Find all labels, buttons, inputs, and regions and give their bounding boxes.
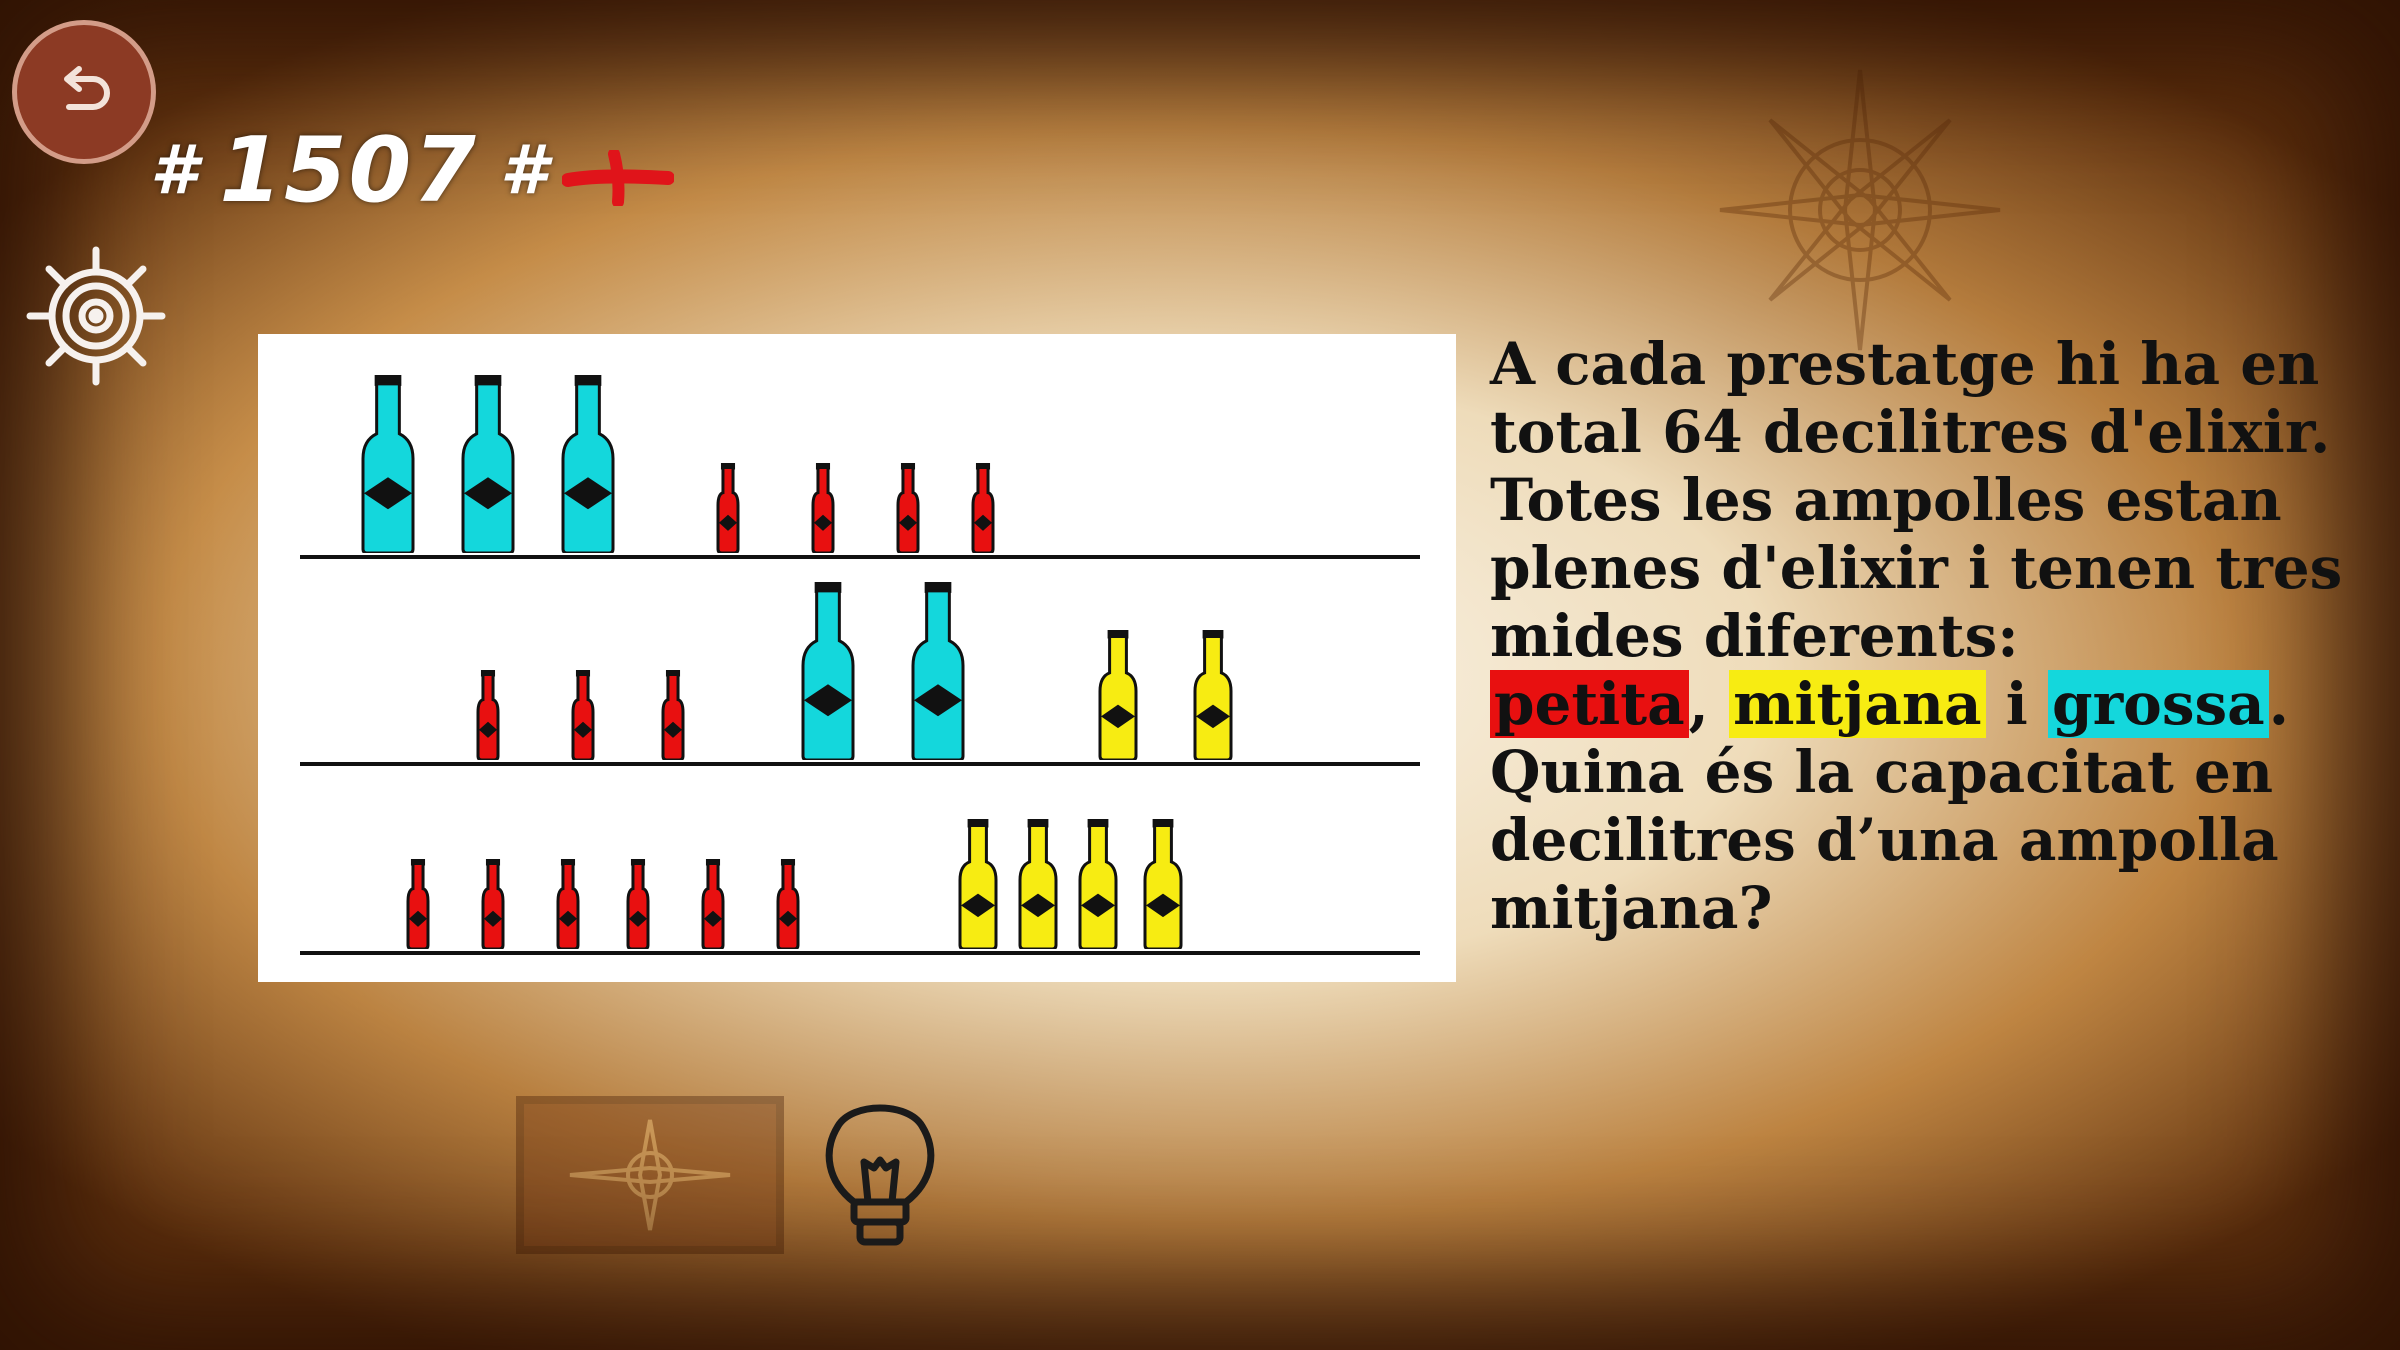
small-bottle <box>571 670 595 764</box>
small-size-label: petita <box>1490 670 1689 738</box>
small-bottle <box>481 859 505 953</box>
level-hash-right: # <box>499 131 548 210</box>
separator: i <box>2005 670 2028 738</box>
back-button[interactable] <box>12 20 156 164</box>
compass-rose-decoration <box>1719 69 2001 351</box>
shelf-2 <box>300 762 1420 766</box>
medium-bottle <box>1193 630 1233 764</box>
compass-chest-decoration <box>516 1096 784 1254</box>
large-bottle <box>561 375 615 557</box>
large-size-label: grossa <box>2048 670 2269 738</box>
lightbulb-icon[interactable] <box>818 1090 942 1250</box>
question-line: total 64 decilitres d'elixir. <box>1490 398 2331 466</box>
level-indicator: # 1507 # <box>150 118 547 223</box>
ship-wheel-icon[interactable] <box>26 246 166 386</box>
large-bottle <box>911 582 965 764</box>
small-bottle <box>406 859 430 953</box>
medium-bottle <box>1078 819 1118 953</box>
question-line: mitjana? <box>1490 874 1773 942</box>
small-bottle <box>776 859 800 953</box>
shelf-3 <box>300 951 1420 955</box>
small-bottle <box>811 463 835 557</box>
question-line: Totes les ampolles estan <box>1490 466 2282 534</box>
question-line: mides diferents: <box>1490 602 2019 670</box>
shelf-1 <box>300 555 1420 559</box>
question-line: decilitres d’una ampolla <box>1490 806 2279 874</box>
large-bottle <box>361 375 415 557</box>
level-hash-left: # <box>150 131 198 210</box>
question-line: plenes d'elixir i tenen tres <box>1490 534 2343 602</box>
medium-bottle <box>1098 630 1138 764</box>
small-bottle <box>661 670 685 764</box>
large-bottle <box>461 375 515 557</box>
question-line: A cada prestatge hi ha en <box>1490 330 2320 398</box>
medium-bottle <box>958 819 998 953</box>
medium-size-label: mitjana <box>1729 670 1986 738</box>
separator: , <box>1688 670 1709 738</box>
separator: . <box>2268 670 2289 738</box>
red-cross-icon <box>562 150 674 206</box>
puzzle-image <box>258 334 1456 982</box>
small-bottle <box>701 859 725 953</box>
small-bottle <box>896 463 920 557</box>
medium-bottle <box>1143 819 1183 953</box>
question-line: Quina és la capacitat en <box>1490 738 2274 806</box>
large-bottle <box>801 582 855 764</box>
level-number: 1507 <box>219 118 478 223</box>
small-bottle <box>971 463 995 557</box>
small-bottle <box>556 859 580 953</box>
back-arrow-icon <box>64 66 110 110</box>
medium-bottle <box>1018 819 1058 953</box>
bottle-size-legend: petita, mitjana i grossa. <box>1490 670 2289 738</box>
question-text: A cada prestatge hi ha en total 64 decil… <box>1490 330 2343 942</box>
small-bottle <box>716 463 740 557</box>
small-bottle <box>476 670 500 764</box>
small-bottle <box>626 859 650 953</box>
